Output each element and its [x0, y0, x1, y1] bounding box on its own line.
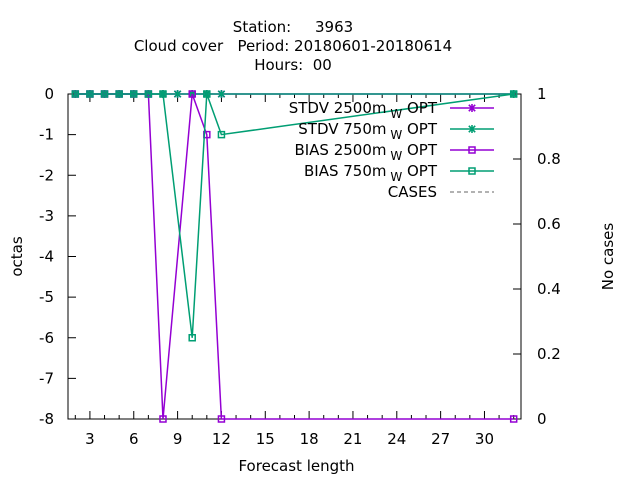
- legend-entry: STDV 750m W OPT: [298, 120, 494, 142]
- x-tick-label: 6: [129, 430, 139, 448]
- data-point: [509, 415, 518, 423]
- data-point: [159, 90, 167, 98]
- y2-tick-label: 1: [537, 85, 547, 103]
- x-tick-label: 27: [431, 430, 450, 448]
- y-tick-label: -4: [39, 248, 54, 266]
- y2-tick-label: 0.6: [537, 215, 561, 233]
- data-point: [203, 90, 211, 98]
- y2-tick-label: 0.8: [537, 150, 561, 168]
- legend-label: BIAS 2500m W OPT: [294, 141, 437, 163]
- y2-axis: 1 0.8 0.6 0.4 0.2 0: [513, 85, 561, 428]
- y-tick-label: -2: [39, 166, 54, 184]
- legend-label: STDV 2500m W OPT: [289, 99, 438, 121]
- y-tick-label: -6: [39, 329, 54, 347]
- data-point: [100, 90, 109, 98]
- legend-marker: [468, 125, 476, 133]
- legend-entry: STDV 2500m W OPT: [289, 99, 494, 121]
- data-point: [217, 415, 226, 423]
- legend-label: BIAS 750m W OPT: [304, 162, 438, 184]
- data-point: [188, 334, 196, 342]
- title-line: Hours: 00: [254, 56, 332, 74]
- y2-tick-label: 0.2: [537, 345, 561, 363]
- x-axis: 3 6 9 12 15 18 21 24 27 30: [74, 94, 515, 448]
- x-tick-label: 21: [343, 430, 362, 448]
- series-3: [71, 90, 518, 342]
- y-tick-label: -7: [39, 369, 54, 387]
- x-axis-label: Forecast length: [238, 457, 354, 475]
- data-point: [86, 90, 94, 98]
- y-tick-label: -1: [39, 126, 54, 144]
- y-tick-label: 0: [44, 85, 54, 103]
- x-tick-label: 12: [212, 430, 231, 448]
- y-axis-label: octas: [8, 236, 26, 276]
- y-tick-label: -5: [39, 288, 54, 306]
- data-point: [509, 90, 518, 98]
- x-tick-label: 15: [256, 430, 275, 448]
- y2-tick-label: 0.4: [537, 280, 561, 298]
- data-point: [217, 90, 226, 98]
- legend-entry: BIAS 750m W OPT: [304, 162, 494, 184]
- data-point: [188, 90, 196, 98]
- data-point: [159, 415, 167, 423]
- legend-marker: [468, 167, 476, 175]
- series-line: [75, 93, 514, 338]
- x-tick-label: 18: [300, 430, 319, 448]
- series-group: [71, 90, 518, 423]
- x-tick-label: 3: [85, 430, 95, 448]
- title-line: Station: 3963: [233, 18, 353, 36]
- y2-axis-label: No cases: [599, 223, 617, 291]
- y2-tick-label: 0: [537, 410, 547, 428]
- y-tick-label: -3: [39, 207, 54, 225]
- y-axis: 0 -1 -2 -3 -4 -5 -6 -7 -8: [39, 85, 76, 428]
- data-point: [217, 130, 226, 139]
- legend-entry: BIAS 2500m W OPT: [294, 141, 494, 163]
- x-tick-label: 30: [475, 430, 494, 448]
- legend-label: CASES: [388, 183, 437, 201]
- x-tick-label: 9: [173, 430, 183, 448]
- legend-entry: CASES: [388, 183, 494, 201]
- data-point: [71, 90, 80, 98]
- y-tick-label: -8: [39, 410, 54, 428]
- title-line: Cloud cover Period: 20180601-20180614: [134, 37, 452, 55]
- data-point: [115, 90, 123, 98]
- data-point: [130, 90, 138, 98]
- data-point: [144, 90, 153, 98]
- legend-label: STDV 750m W OPT: [298, 120, 438, 142]
- x-tick-label: 24: [387, 430, 406, 448]
- data-point: [173, 90, 182, 98]
- legend-marker: [468, 104, 476, 112]
- legend-marker: [468, 146, 476, 154]
